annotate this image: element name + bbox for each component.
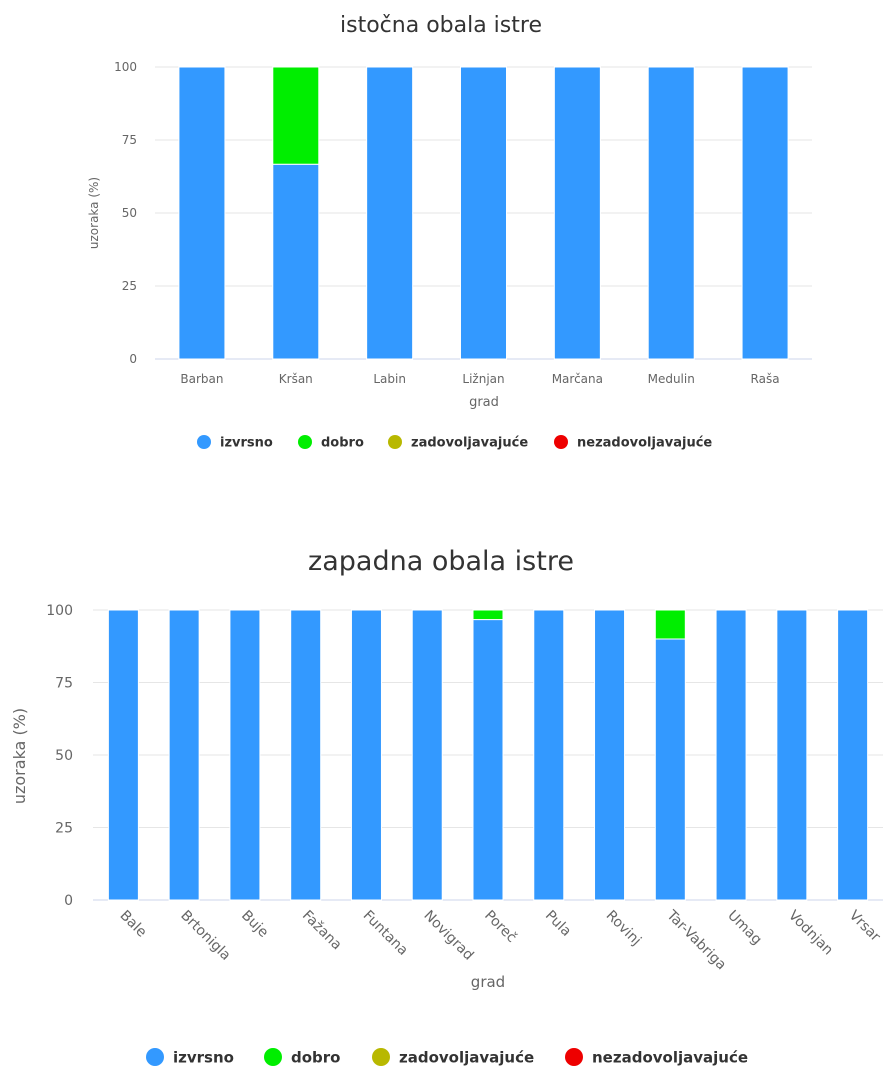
bar-segment [472,609,504,621]
bar-segment [229,609,261,901]
legend-label: zadovoljavajuće [411,436,528,451]
legend-marker [264,1048,282,1066]
bar-segment [553,66,601,360]
y-tick-label: 100 [114,60,137,74]
y-tick-label: 0 [64,893,73,909]
chart-title: istočna obala istre [340,13,542,38]
bar-segment [837,609,869,901]
legend-marker [298,435,312,449]
x-tick-label: Poreč [481,908,519,946]
legend-marker [565,1048,583,1066]
bar-segment [411,609,443,901]
x-tick-label: Vrsar [846,908,883,946]
bar-segment [168,609,200,901]
bar-segment [533,609,565,901]
bar-segment [472,619,504,901]
legend-marker [554,435,568,449]
bar-segment [272,163,320,360]
legend-label: nezadovoljavajuće [592,1048,748,1066]
chart-istocna-obala: istočna obala istre grad uzoraka (%) 0 25… [0,0,883,480]
bar-segment [107,609,139,901]
legend-marker [197,435,211,449]
x-tick-label: Labin [373,372,406,386]
bar-segment [741,66,789,360]
y-axis-title: uzoraka (%) [87,177,101,249]
bar-segment [776,609,808,901]
x-axis-title: grad [471,973,505,991]
legend-label: nezadovoljavajuće [577,436,712,451]
x-tick-label: Medulin [648,372,695,386]
bar-segment [178,66,226,360]
bar-segment [654,638,686,901]
bar-segment [654,609,686,640]
x-tick-label: Barban [180,372,223,386]
legend-marker [146,1048,164,1066]
x-tick-label: Brtonigla [177,908,233,964]
x-axis-title: grad [469,395,499,410]
legend-label: izvrsno [220,436,273,451]
x-tick-label: Raša [751,372,780,386]
x-tick-label: Fažana [299,908,345,954]
bar-segment [715,609,747,901]
y-tick-label: 100 [46,603,73,619]
legend-marker [388,435,402,449]
bar-segment [350,609,382,901]
y-tick-label: 25 [55,820,73,836]
chart-svg-istocna: istočna obala istre grad uzoraka (%) 0 25… [87,13,812,451]
y-tick-label: 75 [122,133,137,147]
x-tick-label: Kršan [279,372,313,386]
x-tick-label: Marčana [552,372,603,386]
y-tick-label: 50 [122,206,137,220]
chart-title: zapadna obala istre [308,546,574,577]
chart-svg-zapadna: zapadna obala istre grad uzoraka (%) 0 25… [10,546,883,1066]
bar-segment [290,609,322,901]
x-tick-label: Tar-Vabriga [663,907,729,973]
y-tick-label: 50 [55,748,73,764]
y-tick-label: 0 [129,352,137,366]
y-tick-label: 75 [55,675,73,691]
legend-label: zadovoljavajuće [399,1048,534,1066]
x-tick-label: Ližnjan [462,372,504,386]
bar-segment [647,66,695,360]
legend-label: izvrsno [173,1048,234,1066]
chart-zapadna-obala: zapadna obala istre grad uzoraka (%) 0 25… [0,536,883,1071]
legend-marker [372,1048,390,1066]
x-tick-label: Funtana [360,908,411,959]
bar-segment [366,66,414,360]
x-tick-label: Novigrad [420,908,476,964]
x-tick-label: Buje [238,908,271,941]
bar-segment [460,66,507,360]
x-tick-label: Pula [542,908,574,940]
x-tick-label: Umag [724,908,765,949]
bar-segment [594,609,626,901]
y-tick-label: 25 [122,279,137,293]
x-tick-label: Rovinj [603,908,644,949]
legend-label: dobro [291,1048,340,1066]
legend-label: dobro [321,436,364,451]
y-axis-title: uzoraka (%) [10,708,29,804]
bar-segment [272,66,320,165]
x-tick-label: Vodnjan [785,908,836,959]
x-tick-label: Bale [117,908,150,941]
